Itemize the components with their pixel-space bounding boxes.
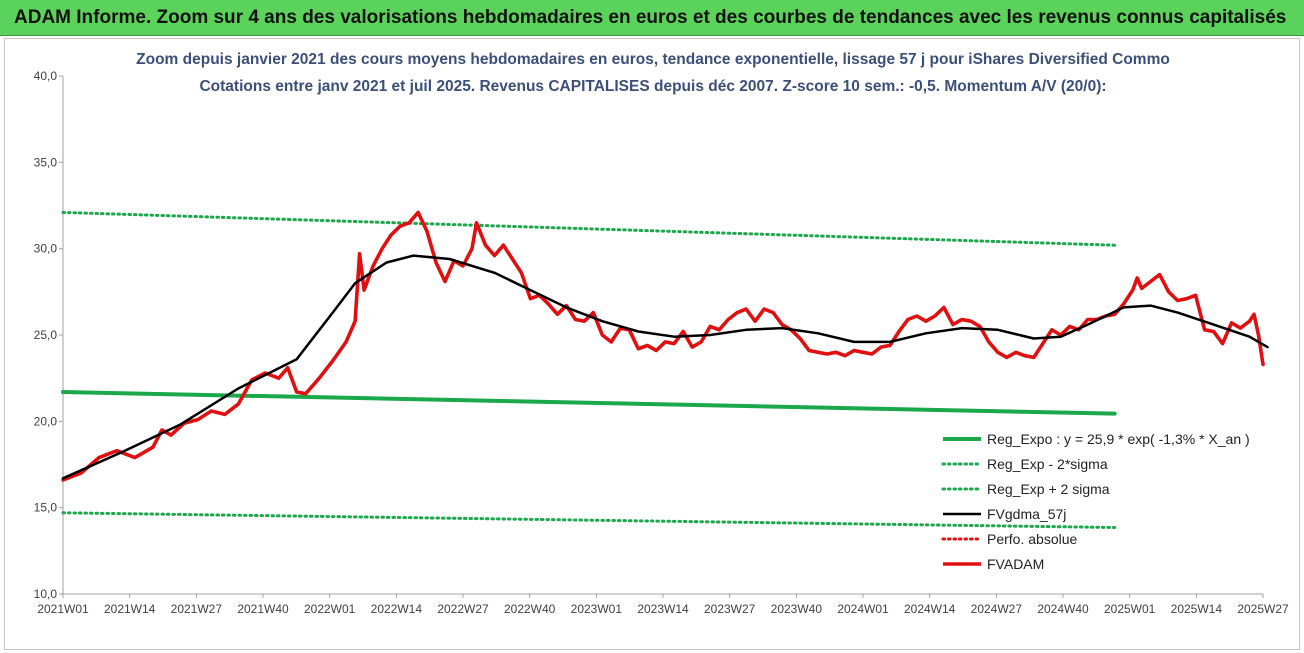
chart-frame: Zoom depuis janvier 2021 des cours moyen… — [4, 38, 1300, 650]
chart-title-line: Cotations entre janv 2021 et juil 2025. … — [199, 78, 1106, 95]
x-tick-label: 2021W40 — [237, 602, 289, 616]
x-tick-label: 2022W14 — [371, 602, 423, 616]
chart-titles: Zoom depuis janvier 2021 des cours moyen… — [136, 51, 1170, 95]
y-tick-label: 30,0 — [34, 242, 58, 256]
x-tick-label: 2022W01 — [304, 602, 356, 616]
x-tick-label: 2021W01 — [37, 602, 89, 616]
x-tick-label: 2024W14 — [904, 602, 956, 616]
x-tick-label: 2023W01 — [571, 602, 623, 616]
y-tick-label: 25,0 — [34, 328, 58, 342]
line-chart: Zoom depuis janvier 2021 des cours moyen… — [34, 51, 1289, 616]
legend-label: FVgdma_57j — [987, 506, 1066, 522]
chart-title-line: Zoom depuis janvier 2021 des cours moyen… — [136, 51, 1170, 68]
x-tick-label: 2023W40 — [771, 602, 823, 616]
y-tick-label: 15,0 — [34, 501, 58, 515]
legend-label: Reg_Exp - 2*sigma — [987, 456, 1108, 472]
x-tick-label: 2022W27 — [437, 602, 489, 616]
legend-label: Reg_Expo : y = 25,9 * exp( -1,3% * X_an … — [987, 431, 1250, 447]
series-line-0 — [61, 390, 1117, 416]
x-tick-label: 2023W14 — [637, 602, 689, 616]
series-line-3 — [61, 254, 1269, 480]
series-line-1 — [61, 511, 1117, 529]
x-tick-label: 2025W01 — [1104, 602, 1156, 616]
x-tick-label: 2024W27 — [971, 602, 1023, 616]
y-tick-label: 20,0 — [34, 414, 58, 428]
series-line-5 — [61, 210, 1265, 482]
x-tick-label: 2024W01 — [837, 602, 889, 616]
x-tick-label: 2025W27 — [1237, 602, 1289, 616]
x-tick-label: 2025W14 — [1171, 602, 1223, 616]
x-tick-label: 2023W27 — [704, 602, 756, 616]
x-tick-label: 2021W14 — [104, 602, 156, 616]
x-tick-label: 2024W40 — [1037, 602, 1089, 616]
x-tick-label: 2021W27 — [171, 602, 223, 616]
report-header: ADAM Informe. Zoom sur 4 ans des valoris… — [0, 0, 1304, 36]
y-tick-label: 40,0 — [34, 69, 58, 83]
legend-label: Reg_Exp + 2 sigma — [987, 481, 1110, 497]
chart-axes: 10,0 15,0 20,0 25,0 30,0 35,0 40,0 2021W01 2021W… — [34, 69, 1289, 616]
legend-label: Perfo. absolue — [987, 531, 1077, 547]
x-tick-label: 2022W40 — [504, 602, 556, 616]
series-layer — [61, 210, 1269, 529]
series-line-2 — [61, 210, 1117, 247]
legend-label: FVADAM — [987, 556, 1044, 572]
y-tick-label: 10,0 — [34, 587, 58, 601]
legend: Reg_Expo : y = 25,9 * exp( -1,3% * X_an … — [941, 431, 1250, 572]
y-tick-label: 35,0 — [34, 155, 58, 169]
